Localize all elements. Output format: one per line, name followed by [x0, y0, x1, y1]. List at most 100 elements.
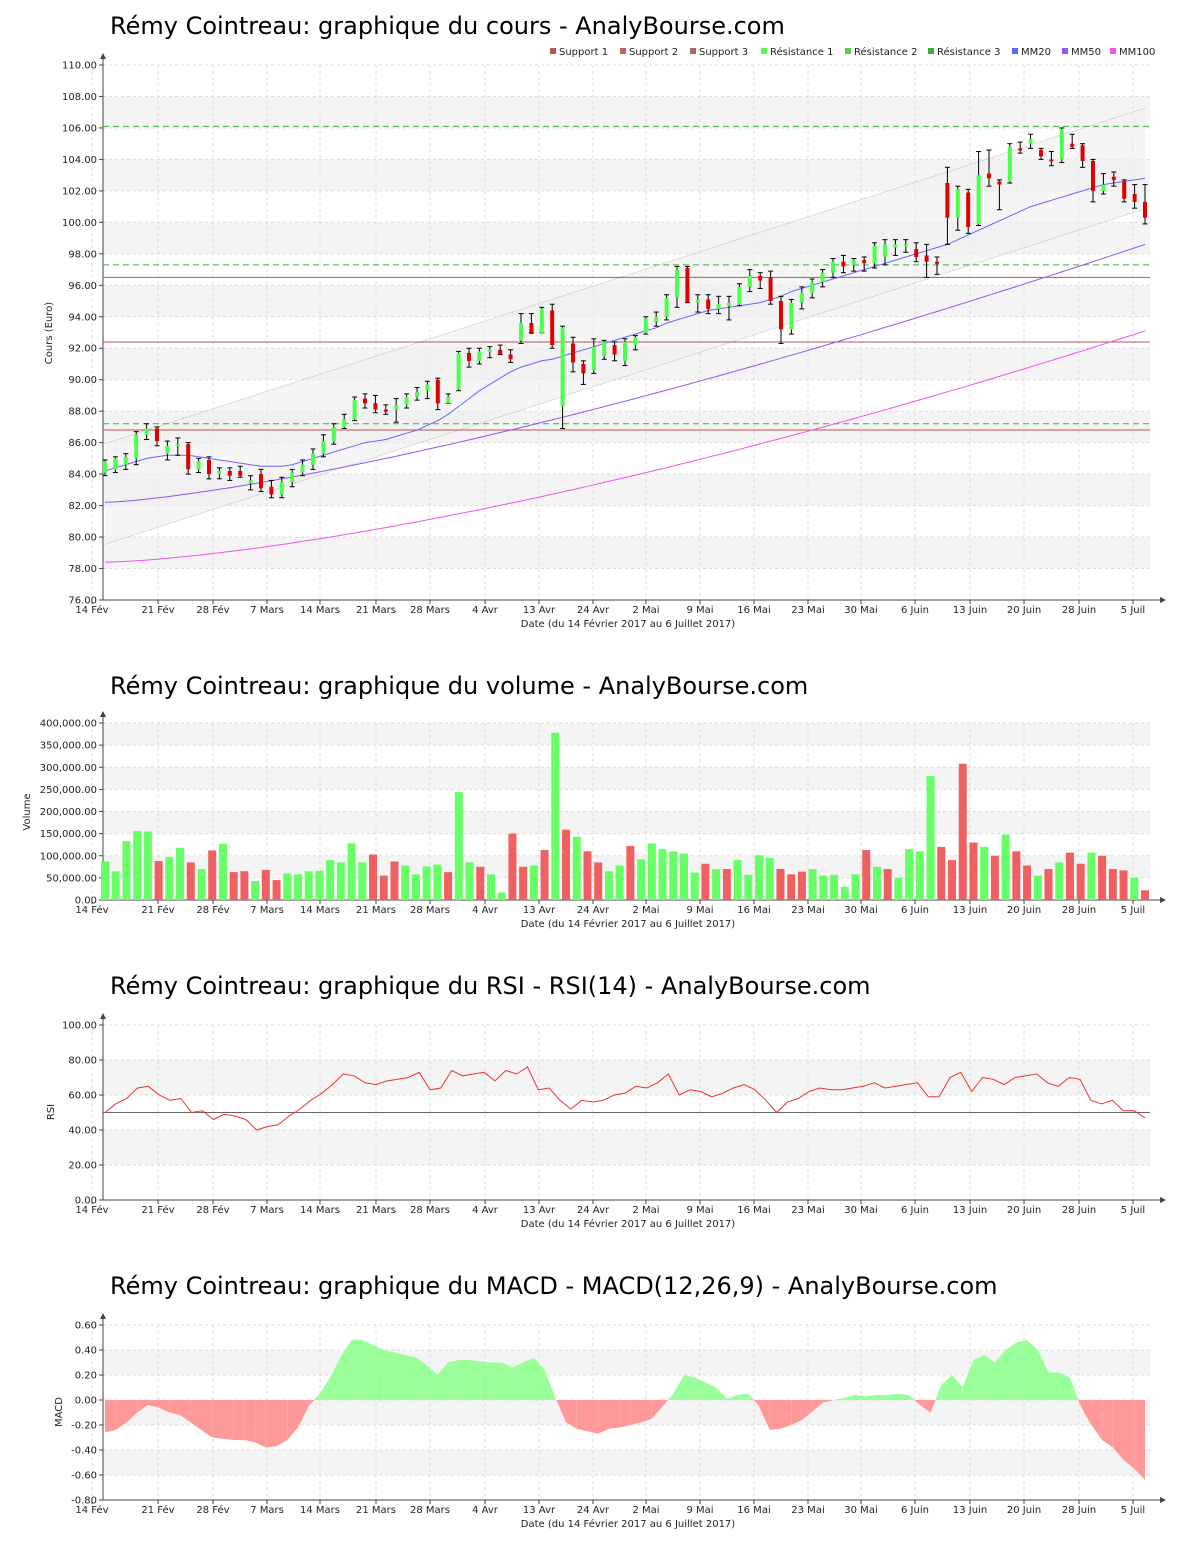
rsi-x-tick-label: 28 Mars — [410, 1205, 450, 1216]
macd-area-segment — [287, 1400, 298, 1440]
candle-body — [914, 249, 919, 257]
candle-body — [747, 275, 752, 287]
volume-bar — [1044, 869, 1053, 900]
macd-x-axis-arrow — [1160, 1497, 1166, 1503]
price-y-tick-label: 100.00 — [62, 218, 97, 229]
volume-bar — [840, 886, 849, 900]
volume-bar — [390, 861, 399, 900]
legend-swatch — [550, 48, 556, 54]
legend-label: Résistance 3 — [937, 46, 1000, 58]
volume-bar — [1119, 870, 1128, 900]
macd-area-segment — [169, 1400, 181, 1415]
price-x-tick-label: 13 Juin — [953, 605, 987, 616]
candle-body — [820, 272, 825, 283]
candle-body — [643, 318, 648, 333]
candle-body — [477, 351, 482, 361]
volume-bar — [283, 873, 292, 900]
macd-area-segment — [812, 1400, 824, 1412]
volume-grid-band — [103, 811, 1150, 834]
price-x-tick-label: 21 Mars — [356, 605, 396, 616]
macd-area-segment — [673, 1375, 684, 1400]
macd-x-tick-label: 13 Avr — [523, 1505, 556, 1516]
macd-area-segment — [126, 1400, 138, 1423]
volume-y-tick-label: 50,000.00 — [46, 873, 97, 884]
volume-bar — [272, 880, 281, 900]
mm50-line — [104, 243, 1146, 503]
macd-area-segment — [1091, 1400, 1103, 1440]
candle-body — [300, 464, 305, 473]
candle-body — [425, 384, 430, 391]
legend-label: MM50 — [1071, 47, 1101, 58]
macd-x-tick-label: 16 Mai — [737, 1505, 770, 1516]
volume-y-tick-label: 350,000.00 — [40, 741, 97, 752]
volume-bar — [497, 892, 506, 900]
candle-body — [810, 282, 815, 294]
price-y-tick-label: 96.00 — [68, 281, 97, 292]
volume-bar — [937, 846, 946, 900]
price-x-tick-label: 28 Juin — [1062, 605, 1096, 616]
macd-y-tick-label: -0.60 — [71, 1471, 97, 1482]
volume-bar — [980, 846, 989, 900]
macd-x-tick-label: 14 Mars — [300, 1505, 340, 1516]
macd-x-tick-label: 30 Mai — [844, 1505, 877, 1516]
macd-area-segment — [641, 1400, 652, 1423]
macd-area-segment — [201, 1400, 213, 1438]
macd-x-tick-label: 4 Avr — [472, 1505, 499, 1516]
macd-area-segment — [255, 1400, 266, 1448]
candle-body — [987, 173, 991, 179]
volume-bar — [1130, 877, 1139, 900]
candle-body — [113, 458, 118, 470]
macd-area-segment — [930, 1400, 936, 1413]
candle-body — [519, 323, 523, 341]
macd-area-segment — [801, 1400, 813, 1420]
candle-body — [737, 286, 742, 305]
candle-body — [311, 453, 315, 465]
macd-area-segment — [458, 1360, 470, 1400]
volume-bar — [712, 869, 721, 900]
price-y-tick-label: 76.00 — [68, 596, 97, 607]
macd-area-segment — [233, 1400, 245, 1440]
macd-x-tick-label: 13 Juin — [953, 1505, 987, 1516]
volume-bar — [615, 865, 624, 900]
macd-area-segment — [330, 1356, 341, 1400]
macd-area-segment — [914, 1400, 920, 1405]
macd-area-segment — [426, 1365, 438, 1400]
candle-body — [716, 304, 721, 309]
candle-body — [487, 349, 492, 352]
macd-x-tick-label: 21 Mars — [356, 1505, 396, 1516]
candle-body — [144, 428, 149, 435]
volume-bar — [240, 871, 249, 900]
macd-area-segment — [667, 1393, 674, 1400]
rsi-grid-band — [103, 1060, 1150, 1095]
volume-x-tick-label: 28 Mars — [410, 905, 450, 916]
rsi-x-tick-label: 2 Mai — [632, 1205, 659, 1216]
macd-area-segment — [952, 1375, 963, 1400]
price-x-tick-label: 4 Avr — [472, 605, 499, 616]
price-chart-title: Rémy Cointreau: graphique du cours - Ana… — [110, 12, 785, 40]
macd-area-segment — [314, 1393, 320, 1400]
macd-area-segment — [619, 1400, 631, 1428]
price-trend-channel-line — [104, 208, 1146, 545]
candle-body — [373, 403, 378, 410]
macd-area-segment — [1069, 1377, 1079, 1400]
volume-bar — [958, 763, 967, 900]
candle-body — [1018, 148, 1023, 151]
candle-body — [591, 346, 596, 371]
volume-bar — [797, 871, 806, 900]
price-y-tick-label: 84.00 — [68, 470, 97, 481]
volume-bar — [701, 863, 710, 900]
rsi-x-tick-label: 6 Juin — [901, 1205, 929, 1216]
volume-bar — [626, 846, 635, 900]
candle-body — [186, 444, 191, 470]
macd-x-tick-label: 28 Juin — [1062, 1505, 1096, 1516]
macd-area-segment — [469, 1360, 481, 1400]
volume-bar — [883, 869, 892, 900]
macd-y-tick-label: 0.00 — [75, 1396, 97, 1407]
candle-body — [789, 302, 794, 330]
volume-x-tick-label: 13 Avr — [523, 905, 556, 916]
macd-x-tick-label: 23 Mai — [791, 1505, 824, 1516]
legend-label: Support 3 — [699, 47, 748, 58]
volume-y-axis-label: Volume — [22, 793, 33, 830]
candle-body — [1111, 176, 1116, 180]
